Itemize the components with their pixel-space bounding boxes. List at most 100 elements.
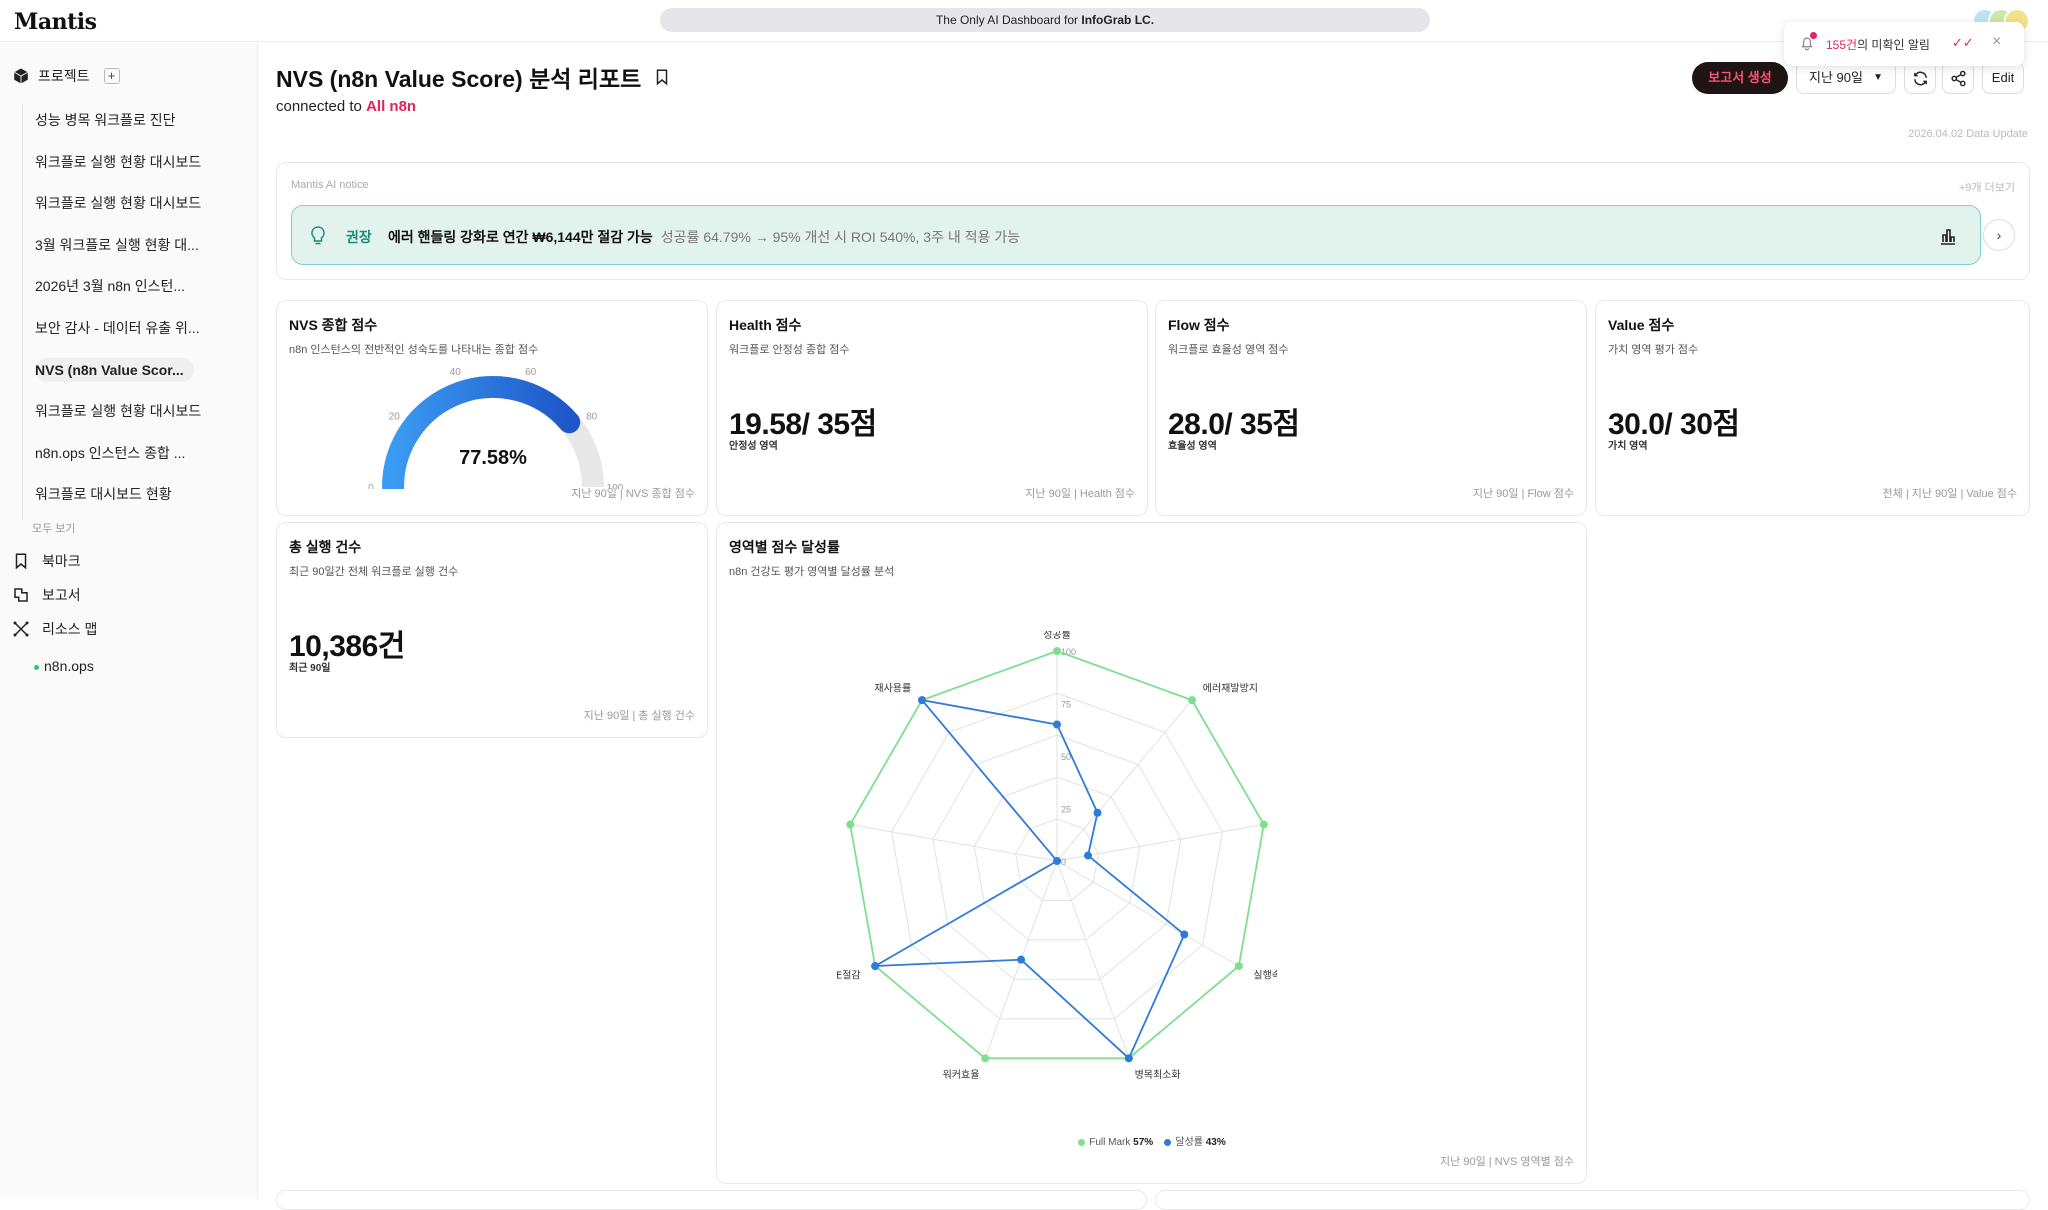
card-partial [276, 1190, 1147, 1210]
gauge-tick-label: 80 [586, 411, 598, 422]
value-score-value: 30.0/ 30점 [1608, 408, 1740, 441]
flow-score-card: Flow 점수 워크플로 효율성 영역 점수 28.0/ 35점 효율성 영역 … [1155, 300, 1587, 516]
close-icon[interactable]: × [1992, 33, 2002, 50]
notice-card[interactable]: 권장 에러 핸들링 강화로 연간 ₩6,144만 절감 가능 성공률 64.79%… [291, 205, 1981, 265]
card-footer: 지난 90일 | Flow 점수 [1472, 488, 1574, 500]
connection-target[interactable]: All n8n [366, 98, 417, 115]
radar-point [918, 696, 927, 705]
gauge-tick-label: 60 [525, 367, 537, 378]
top-bar: Mantis The Only AI Dashboard for InfoGra… [0, 0, 2048, 42]
radar-point [1259, 820, 1268, 829]
sidebar-item-resource-map[interactable]: 리소스 맵 [12, 618, 97, 640]
legend-item-achievement[interactable]: 달성률 43% [1164, 1137, 1226, 1148]
generate-report-button[interactable]: 보고서 생성 [1692, 62, 1788, 94]
project-list: 성능 병목 워크플로 진단 워크플로 실행 현황 대시보드 워크플로 실행 현황… [22, 104, 232, 520]
value-score-card: Value 점수 가치 영역 평가 점수 30.0/ 30점 가치 영역 전체 … [1595, 300, 2030, 516]
radar-point [1187, 696, 1196, 705]
notice-more-link[interactable]: +9개 더보기 [1958, 182, 2015, 194]
notice-message: 에러 핸들링 강화로 연간 ₩6,144만 절감 가능 성공률 64.79% → … [388, 229, 1021, 245]
sidebar-item-project[interactable]: 보안 감사 - 데이터 유출 위... [35, 319, 200, 336]
card-subtitle: 워크플로 안정성 종합 점수 [729, 344, 850, 356]
radar-category-label: 실행속도 [1253, 969, 1277, 981]
radar-series-achievement [874, 698, 1186, 1060]
card-title: Flow 점수 [1168, 317, 1230, 333]
sidebar-item-reports[interactable]: 보고서 [12, 584, 81, 606]
banner-org: InfoGrab LC. [1081, 13, 1155, 27]
resource-item[interactable]: n8n.ops [34, 658, 94, 674]
chevron-right-icon[interactable]: › [1983, 219, 2015, 251]
radar-tick-label: 50 [1061, 752, 1071, 762]
score-label: 가치 영역 [1608, 441, 1648, 452]
chart-legend: Full Mark 57% 달성률 43% [717, 1133, 1587, 1148]
radar-point [1180, 930, 1189, 939]
add-project-button[interactable]: + [103, 68, 120, 84]
gauge-tick-label: 0 [368, 483, 374, 489]
radar-spoke [850, 824, 1058, 862]
share-icon [1951, 70, 1966, 87]
legend-dot [1078, 1138, 1086, 1146]
radar-point [1053, 720, 1061, 729]
sidebar-item-bookmark[interactable]: 북마크 [12, 550, 81, 572]
radar-point [1017, 955, 1026, 964]
radar-category-label: 에러재발방지 [1203, 682, 1258, 694]
sidebar-item-project[interactable]: 성능 병목 워크플로 진단 [35, 112, 176, 128]
card-subtitle: 가치 영역 평가 점수 [1608, 344, 1699, 356]
card-footer: 전체 | 지난 90일 | Value 점수 [1882, 488, 2017, 500]
sidebar-item-project[interactable]: 워크플로 실행 현황 대시보드 [35, 195, 202, 212]
sidebar: 프로젝트 + 성능 병목 워크플로 진단 워크플로 실행 현황 대시보드 워크플… [0, 42, 258, 1199]
refresh-icon [1914, 71, 1927, 86]
radar-tick-label: 25 [1061, 805, 1071, 815]
radar-point [1234, 962, 1243, 970]
notice-detail: 성공률 64.79% → 95% 개선 시 ROI 540%, 3주 내 적용 … [660, 229, 1021, 245]
mark-read-icon[interactable]: ✓✓ [1952, 35, 1974, 50]
connection-info: connected to All n8n [276, 98, 417, 115]
radar-category-label: 성공률 [1043, 631, 1071, 641]
radar-series-full-mark [849, 650, 1265, 1060]
bookmark-icon[interactable] [653, 67, 671, 87]
view-all-link[interactable]: 모두 보기 [32, 523, 76, 535]
sidebar-item-project-active[interactable]: NVS (n8n Value Scor... [23, 354, 232, 396]
radar-point [1053, 857, 1061, 865]
radar-tick-label: 75 [1061, 700, 1071, 710]
chevron-down-icon: ▼ [1873, 72, 1883, 83]
radar-chart-card: 영역별 점수 달성률 n8n 건강도 평가 영역별 달성률 분석 0 25 50 75… [716, 522, 1587, 1184]
notification-toast[interactable]: 155건의 미확인 알림 ✓✓ × [1784, 22, 2024, 66]
sidebar-item-project[interactable]: 워크플로 실행 현황 대시보드 [35, 403, 202, 420]
sidebar-item-project[interactable]: 2026년 3월 n8n 인스턴... [35, 278, 186, 295]
health-score-value: 19.58/ 35점 [729, 408, 877, 441]
sidebar-item-project[interactable]: n8n.ops 인스턴스 종합 ... [35, 444, 186, 461]
lightbulb-icon [311, 226, 325, 245]
bar-chart-icon[interactable] [1938, 226, 1958, 246]
share-button[interactable] [1942, 62, 1974, 94]
card-partial [1155, 1190, 2030, 1210]
banner-prefix: The Only AI Dashboard for [935, 13, 1079, 27]
edit-button[interactable]: Edit [1982, 62, 2024, 94]
bell-icon [1801, 37, 1813, 51]
card-title: Health 점수 [729, 317, 802, 333]
sidebar-item-project[interactable]: 워크플로 실행 현황 대시보드 [35, 153, 202, 170]
app-logo[interactable]: Mantis [14, 9, 97, 35]
refresh-button[interactable] [1904, 62, 1936, 94]
sidebar-item-project[interactable]: 3월 워크플로 실행 현황 대... [35, 236, 199, 253]
legend-item-full-mark[interactable]: Full Mark 57% [1078, 1137, 1153, 1148]
card-title: Value 점수 [1608, 317, 1675, 333]
card-title: 영역별 점수 달성률 [729, 539, 840, 555]
radar-category-label: 병목최소화 [1135, 1069, 1181, 1081]
nvs-score-card: NVS 종합 점수 n8n 인스턴스의 전반적인 성숙도를 나타내는 종합 점수… [276, 300, 708, 516]
radar-spoke [1056, 699, 1193, 862]
radar-category-label: 재사용률 [874, 682, 911, 694]
legend-dot [1164, 1138, 1172, 1146]
cube-icon [14, 68, 28, 84]
nvs-score-value: 77.58% [459, 447, 527, 469]
notice-tag: 권장 [346, 229, 372, 245]
radar-spoke [1056, 860, 1130, 1059]
score-label: 최근 90일 [289, 663, 331, 674]
card-title: 총 실행 건수 [289, 539, 362, 555]
card-footer: 지난 90일 | NVS 영역별 점수 [1440, 1156, 1574, 1168]
radar-point [871, 962, 880, 970]
date-range-select[interactable]: 지난 90일 ▼ [1796, 62, 1896, 94]
notification-count: 155건 [1826, 38, 1858, 52]
sidebar-item-project[interactable]: 워크플로 대시보드 현황 [35, 486, 172, 503]
card-subtitle: n8n 인스턴스의 전반적인 성숙도를 나타내는 종합 점수 [289, 344, 539, 356]
announcement-banner: The Only AI Dashboard for InfoGrab LC. [660, 8, 1430, 32]
